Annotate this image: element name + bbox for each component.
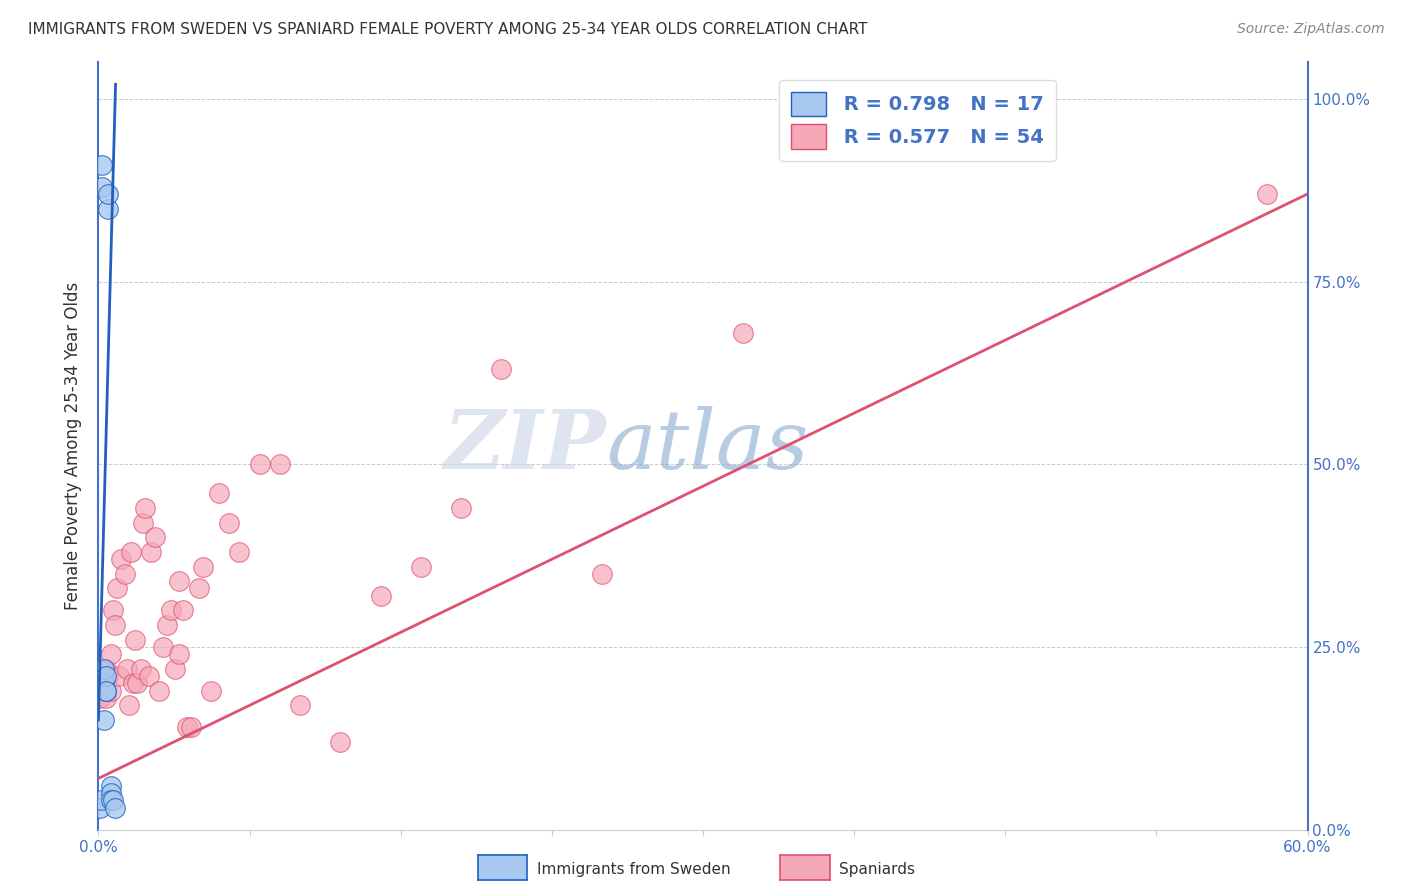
- Point: [89, 800, 111, 814]
- Text: atlas: atlas: [606, 406, 808, 486]
- Point: [188, 582, 211, 596]
- Point: [96, 662, 118, 676]
- Point: [96, 669, 118, 683]
- Point: [93, 676, 115, 690]
- Point: [200, 683, 222, 698]
- Y-axis label: Female Poverty Among 25-34 Year Olds: Female Poverty Among 25-34 Year Olds: [65, 282, 83, 610]
- Point: [100, 647, 122, 661]
- Point: [269, 457, 291, 471]
- Point: [152, 640, 174, 654]
- Point: [138, 669, 160, 683]
- Point: [124, 632, 146, 647]
- Point: [90, 793, 112, 807]
- Point: [193, 559, 215, 574]
- Point: [97, 186, 120, 201]
- Point: [1256, 186, 1278, 201]
- Point: [172, 603, 194, 617]
- Point: [91, 179, 114, 194]
- Point: [118, 698, 141, 713]
- Text: Source: ZipAtlas.com: Source: ZipAtlas.com: [1237, 22, 1385, 37]
- Point: [120, 545, 142, 559]
- Point: [167, 574, 190, 589]
- Text: ZIP: ZIP: [444, 406, 606, 486]
- Point: [249, 457, 271, 471]
- Text: IMMIGRANTS FROM SWEDEN VS SPANIARD FEMALE POVERTY AMONG 25-34 YEAR OLDS CORRELAT: IMMIGRANTS FROM SWEDEN VS SPANIARD FEMAL…: [28, 22, 868, 37]
- Point: [93, 713, 115, 727]
- Point: [409, 559, 432, 574]
- Point: [208, 486, 231, 500]
- Point: [121, 676, 143, 690]
- Point: [139, 545, 162, 559]
- Point: [103, 800, 125, 814]
- Point: [114, 566, 136, 581]
- Point: [134, 501, 156, 516]
- Point: [100, 786, 122, 800]
- Point: [450, 501, 472, 516]
- Point: [115, 662, 138, 676]
- Point: [101, 603, 124, 617]
- Point: [180, 720, 202, 734]
- Point: [91, 676, 114, 690]
- Point: [91, 158, 114, 172]
- Point: [105, 582, 128, 596]
- Point: [733, 326, 755, 340]
- Point: [100, 683, 122, 698]
- Point: [110, 552, 132, 566]
- Point: [143, 530, 166, 544]
- Text: Immigrants from Sweden: Immigrants from Sweden: [537, 863, 731, 877]
- Point: [160, 603, 183, 617]
- Point: [100, 793, 122, 807]
- Point: [974, 106, 997, 120]
- Point: [101, 793, 124, 807]
- Point: [107, 669, 129, 683]
- Point: [329, 735, 352, 749]
- Point: [89, 691, 111, 706]
- Point: [96, 683, 118, 698]
- Point: [125, 676, 148, 690]
- Point: [176, 720, 198, 734]
- Point: [167, 647, 190, 661]
- Point: [129, 662, 152, 676]
- Legend:  R = 0.798   N = 17,  R = 0.577   N = 54: R = 0.798 N = 17, R = 0.577 N = 54: [779, 79, 1056, 161]
- Point: [370, 589, 392, 603]
- Point: [100, 779, 122, 793]
- Point: [591, 566, 613, 581]
- Point: [93, 662, 115, 676]
- Point: [97, 202, 120, 216]
- Point: [218, 516, 240, 530]
- Point: [96, 683, 118, 698]
- Point: [148, 683, 170, 698]
- Point: [156, 618, 179, 632]
- Point: [93, 676, 115, 690]
- Text: Spaniards: Spaniards: [839, 863, 915, 877]
- Point: [288, 698, 311, 713]
- Point: [228, 545, 250, 559]
- Point: [163, 662, 186, 676]
- Point: [96, 691, 118, 706]
- Point: [103, 618, 125, 632]
- Point: [97, 669, 120, 683]
- Point: [132, 516, 155, 530]
- Point: [491, 362, 513, 376]
